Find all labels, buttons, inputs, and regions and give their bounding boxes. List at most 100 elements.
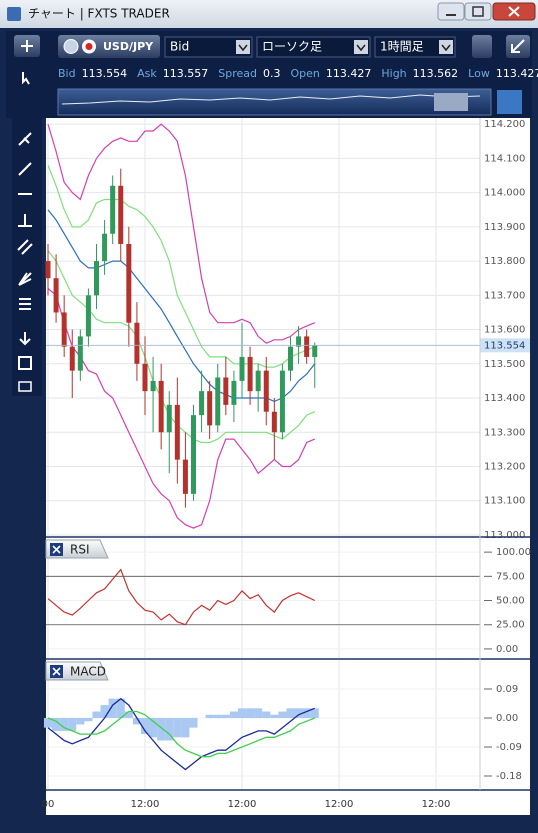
- icon: [441, 44, 451, 52]
- macd-bar: [189, 717, 198, 728]
- candle-body: [223, 377, 229, 405]
- candle-body: [231, 380, 237, 405]
- macd-bar: [262, 711, 271, 718]
- minimize-button[interactable]: [437, 2, 465, 21]
- current-price-tag: [480, 338, 530, 353]
- flag-jp-dot: [85, 43, 93, 50]
- y-tick-label: 114.200: [484, 119, 525, 130]
- y-tick-label: 113.200: [484, 461, 525, 472]
- panel-title: MACD: [70, 665, 106, 679]
- candle-body: [207, 391, 213, 426]
- macd-bar: [157, 717, 166, 741]
- macd-bar: [221, 714, 230, 718]
- candle-body: [45, 261, 51, 279]
- tool-line[interactable]: [18, 162, 32, 176]
- tool-download[interactable]: [19, 332, 31, 346]
- quote-label: Low: [468, 67, 490, 80]
- icon: [511, 39, 525, 53]
- symbol-button[interactable]: [58, 35, 160, 58]
- timeframe-dropdown[interactable]: [374, 36, 456, 58]
- quote-value: 113.554: [82, 67, 128, 80]
- scroll-button[interactable]: [472, 35, 492, 58]
- macd-line: [47, 697, 316, 771]
- y-tick-label: 114.100: [484, 153, 525, 164]
- y-tick-label: 114.000: [484, 188, 525, 199]
- y-tick-label: 113.000: [484, 530, 525, 541]
- y-tick-label: 50.00: [496, 596, 525, 607]
- time-label: 12:00: [131, 799, 160, 810]
- band-line: [47, 288, 316, 529]
- macd-bar: [76, 717, 85, 725]
- y-tick-label: 113.800: [484, 256, 525, 267]
- candle-body: [312, 345, 318, 357]
- tool-camera[interactable]: [18, 381, 32, 392]
- timeframe: 1時間足: [380, 40, 424, 54]
- quote-label: Bid: [58, 67, 76, 80]
- quote-label: Open: [290, 67, 319, 80]
- macd-bar: [254, 708, 263, 718]
- candle-body: [53, 278, 59, 313]
- candle-body: [182, 459, 188, 494]
- macd-line: [47, 710, 316, 758]
- candle-body: [118, 185, 124, 244]
- macd-bar: [116, 698, 125, 718]
- plots: 00 12:00 12:00 12:00 12:00 113.000 113.100 113.…: [0, 118, 538, 829]
- y-tick-label: 0.00: [496, 644, 518, 655]
- macd-bar: [92, 711, 101, 718]
- price-side: Bid: [170, 40, 189, 54]
- time-label: 12:00: [422, 799, 451, 810]
- panel-title: RSI: [70, 543, 90, 557]
- icon: [21, 40, 33, 52]
- candle-body: [174, 404, 180, 460]
- candle-body: [191, 415, 196, 494]
- navigator[interactable]: [57, 88, 492, 116]
- icon: [52, 667, 61, 676]
- tool-channel[interactable]: [17, 239, 33, 255]
- window-title: チャート | FXTS TRADER: [28, 7, 170, 21]
- quote-value: 113.562: [413, 67, 459, 80]
- candle-body: [61, 312, 67, 347]
- macd-bar: [294, 708, 303, 718]
- macd-bar: [278, 711, 287, 718]
- tool-fan[interactable]: [18, 272, 32, 286]
- candle-body: [288, 346, 293, 371]
- macd-bar: [205, 714, 214, 718]
- macd-bar: [60, 717, 69, 731]
- candle-body: [263, 370, 269, 412]
- candle-body: [102, 233, 108, 262]
- candle-body: [271, 411, 277, 433]
- candle-body: [142, 363, 148, 392]
- price-side-dropdown[interactable]: [164, 36, 253, 58]
- candle-body: [94, 261, 99, 296]
- quote-value: 113.557: [163, 67, 209, 80]
- y-tick-label: 113.300: [484, 427, 525, 438]
- macd-bar: [132, 717, 141, 725]
- macd-bar: [237, 708, 247, 718]
- candle-body: [150, 380, 156, 392]
- tool-pointer[interactable]: [22, 72, 30, 85]
- icon: [52, 545, 61, 554]
- tool-list[interactable]: [18, 356, 32, 370]
- chart-type-dropdown[interactable]: [256, 36, 371, 58]
- candle-body: [69, 346, 75, 371]
- candle-body: [247, 356, 253, 392]
- time-label: 12:00: [228, 799, 257, 810]
- macd-bar: [100, 705, 109, 718]
- y-tick-label: 113.600: [484, 325, 525, 336]
- icon: [356, 44, 366, 52]
- navigator-button[interactable]: [497, 90, 522, 114]
- maximize-button[interactable]: [464, 2, 492, 21]
- tool-fibo[interactable]: [19, 298, 31, 310]
- rsi-line: [47, 568, 316, 626]
- macd-bar: [213, 714, 222, 718]
- icon: [472, 6, 484, 17]
- quote-bar: [6, 62, 532, 86]
- time-label: 12:00: [325, 799, 354, 810]
- y-tick-label: 25.00: [496, 620, 525, 631]
- tool-trend[interactable]: [18, 132, 32, 146]
- navigator-handle[interactable]: [434, 93, 468, 111]
- tool-vline[interactable]: [18, 214, 32, 227]
- time-label: 00: [42, 799, 55, 810]
- macd-bar: [270, 714, 279, 718]
